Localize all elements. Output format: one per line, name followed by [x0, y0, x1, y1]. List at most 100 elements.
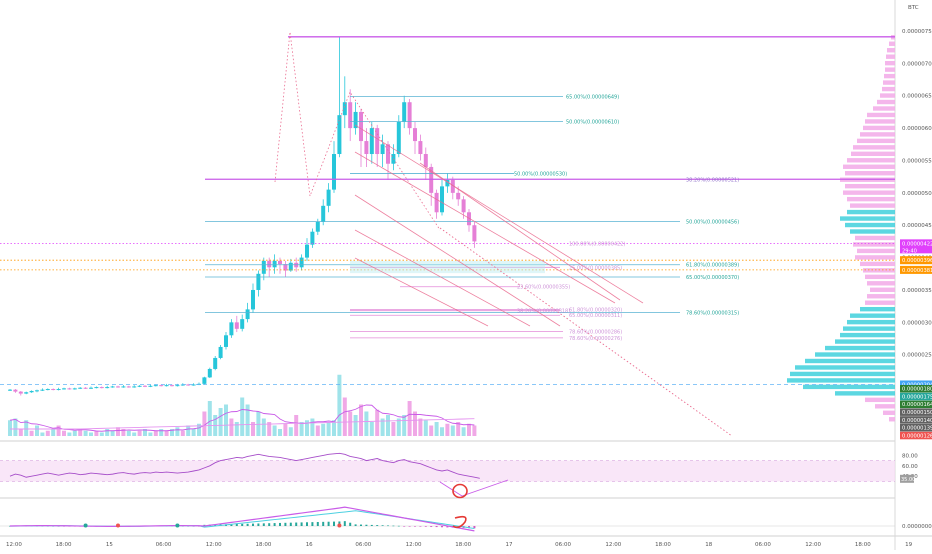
indicator-marker [900, 392, 932, 401]
macd-cross-dot [337, 523, 342, 528]
candle-body [369, 128, 374, 155]
volume-bar [116, 427, 120, 436]
volume-profile-bar [853, 242, 895, 247]
fib-label: 65.00%(0.00000311) [569, 313, 622, 319]
currency-label: BTC [908, 5, 919, 11]
indicator-marker-label: 0.00000164 [902, 402, 932, 408]
volume-ma-long-line [10, 418, 475, 430]
price-tick-label: 0.00000600 [902, 126, 932, 132]
macd-tick-label: 0.00000000 [902, 524, 932, 530]
candle-body [434, 192, 439, 213]
candle-body [234, 322, 239, 329]
volume-bar [396, 418, 401, 436]
candle-body [467, 212, 471, 226]
candle-body [240, 319, 245, 329]
volume-bar [332, 420, 336, 436]
volume-bar [153, 430, 158, 436]
price-tick-label: 0.00000500 [902, 191, 932, 197]
price-tick-label: 0.00000250 [902, 353, 932, 359]
volume-bar [310, 418, 315, 436]
macd-histogram-bar [397, 525, 400, 527]
volume-bar [407, 401, 412, 436]
time-axis-label: 12:00 [406, 542, 422, 548]
candle-body [299, 257, 304, 268]
volume-ma-line [9, 404, 475, 432]
indicator-marker-label: 0.00000150 [902, 410, 932, 416]
candle-body [353, 111, 358, 129]
volume-profile-bar [887, 48, 895, 53]
price-tick-label: 0.00000700 [902, 61, 932, 67]
price-tick-label: 0.00000750 [902, 29, 932, 35]
volume-bar [83, 430, 88, 436]
indicator-marker-label: 0.00000139 [902, 426, 932, 432]
channel-line [419, 162, 621, 301]
volume-bar [110, 430, 115, 436]
fib-label: 100.00%(0.00000422) [569, 241, 625, 247]
volume-profile-bar [850, 203, 895, 208]
volume-profile-bar [835, 391, 895, 396]
macd-histogram-bar [322, 521, 325, 526]
candle-body [45, 389, 50, 391]
volume-profile-bar [845, 171, 895, 176]
rsi-current-marker [900, 474, 914, 483]
volume-profile-bar [880, 93, 895, 98]
volume-bar [364, 411, 369, 436]
time-axis-label: 12:00 [206, 542, 222, 548]
volume-bar [164, 430, 169, 436]
fib-label: 65.00%(0.00000370) [686, 275, 739, 281]
volume-bar [359, 404, 363, 436]
rsi-line [9, 452, 480, 479]
candle-body [342, 102, 347, 116]
volume-profile-bar [885, 67, 895, 72]
volume-bar [186, 425, 191, 436]
volume-bar [294, 415, 299, 436]
candle-body [272, 260, 277, 268]
volume-profile-bar [884, 73, 895, 79]
volume-profile-bar [873, 106, 895, 111]
price-axis-marker [900, 265, 932, 274]
volume-bar [62, 430, 66, 436]
volume-profile-bar [865, 119, 895, 124]
volume-bar [272, 425, 277, 436]
volume-bar [202, 411, 207, 436]
rsi-band [0, 460, 895, 482]
volume-bar [89, 432, 93, 436]
price-axis-marker [900, 380, 932, 389]
candle-body [116, 386, 120, 388]
indicator-marker [900, 385, 932, 393]
macd-histogram-bar [381, 525, 384, 526]
rsi-current-label: 35.00 [901, 477, 915, 483]
candle-body [407, 102, 412, 129]
candle-body [62, 388, 66, 390]
volume-profile-bar [853, 145, 895, 150]
volume-profile-bar [840, 216, 895, 221]
volume-profile-bar [847, 319, 895, 325]
volume-profile-bar [850, 229, 895, 234]
macd-histogram-bar [435, 526, 438, 528]
volume-profile-bar [850, 313, 895, 318]
macd-histogram-bar [284, 522, 287, 526]
fib-label: 61.80%(0.00000389) [686, 263, 739, 269]
time-axis-label: 12:00 [605, 542, 621, 548]
volume-bar [283, 423, 288, 436]
candle-body [153, 385, 158, 387]
macd-histogram-bar [365, 524, 368, 526]
volume-bar [472, 425, 477, 436]
candle-body [332, 154, 336, 190]
time-axis-label: 06:00 [555, 542, 571, 548]
volume-profile-bar [882, 86, 895, 92]
candle-body [413, 128, 417, 142]
candle-body [213, 357, 218, 369]
macd-histogram-bar [430, 526, 433, 527]
price-axis-marker-sub: 29:40 [902, 248, 917, 254]
candle-body [450, 179, 455, 193]
volume-profile-bar [803, 384, 895, 390]
zigzag-pattern-line [274, 31, 441, 231]
volume-bar [8, 420, 12, 436]
fib-label: 50.00%(0.00000456) [686, 219, 739, 225]
volume-bar [207, 401, 212, 436]
volume-bar [305, 420, 309, 436]
volume-bar [391, 422, 396, 436]
